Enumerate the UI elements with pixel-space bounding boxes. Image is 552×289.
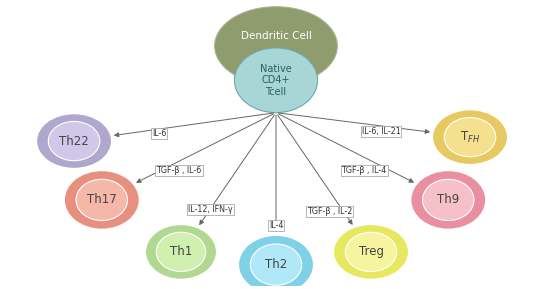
Text: IL-6: IL-6 <box>152 129 166 138</box>
Text: Native
CD4+
Tcell: Native CD4+ Tcell <box>260 64 292 97</box>
Ellipse shape <box>346 232 397 271</box>
Text: Th2: Th2 <box>265 258 287 271</box>
Ellipse shape <box>49 121 100 161</box>
Text: Th22: Th22 <box>59 135 89 148</box>
Text: TGF-β , IL-6: TGF-β , IL-6 <box>156 166 201 175</box>
Ellipse shape <box>156 232 206 271</box>
Ellipse shape <box>36 114 112 168</box>
Text: TGF-β , IL-4: TGF-β , IL-4 <box>342 166 387 175</box>
Ellipse shape <box>444 118 496 157</box>
Ellipse shape <box>145 225 216 279</box>
Ellipse shape <box>432 110 508 165</box>
Ellipse shape <box>64 171 140 229</box>
Ellipse shape <box>238 235 314 289</box>
Ellipse shape <box>250 244 302 285</box>
Text: IL-12, IFN-γ: IL-12, IFN-γ <box>188 205 233 214</box>
Ellipse shape <box>422 179 474 221</box>
Ellipse shape <box>333 225 408 279</box>
Text: Dendritic Cell: Dendritic Cell <box>241 31 311 41</box>
Text: Th17: Th17 <box>87 193 116 206</box>
Text: Th9: Th9 <box>437 193 459 206</box>
Text: TGF-β , IL-2: TGF-β , IL-2 <box>307 207 352 216</box>
Text: IL-6, IL-21: IL-6, IL-21 <box>362 127 400 136</box>
Text: Th1: Th1 <box>170 245 192 258</box>
Text: IL-4: IL-4 <box>269 221 283 230</box>
Ellipse shape <box>411 171 486 229</box>
Text: Treg: Treg <box>359 245 384 258</box>
Ellipse shape <box>215 7 337 85</box>
Text: T$_{FH}$: T$_{FH}$ <box>460 129 480 145</box>
Ellipse shape <box>76 179 128 221</box>
Ellipse shape <box>235 48 317 113</box>
